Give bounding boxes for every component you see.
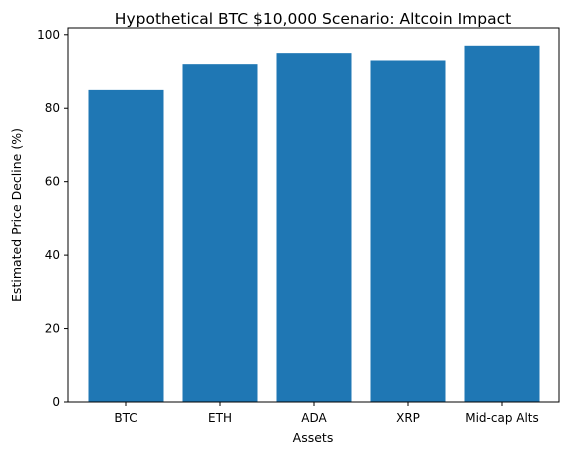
chart-title: Hypothetical BTC $10,000 Scenario: Altco…: [115, 10, 511, 28]
bars-group: [88, 45, 540, 403]
x-tick-label: Mid-cap Alts: [465, 411, 539, 425]
y-tick-label: 80: [45, 101, 60, 115]
y-tick-label: 0: [52, 395, 60, 409]
x-tick-label: BTC: [114, 411, 137, 425]
y-axis-label: Estimated Price Decline (%): [9, 128, 24, 302]
y-tick-label: 40: [45, 248, 60, 262]
bar-mid-cap-alts: [464, 45, 540, 403]
x-tick-label: ADA: [301, 411, 327, 425]
x-ticks-group: BTC ETH ADA XRP Mid-cap Alts: [114, 402, 539, 425]
y-tick-label: 20: [45, 322, 60, 336]
x-tick-label: ETH: [208, 411, 232, 425]
bar-btc: [88, 89, 164, 402]
bar-eth: [182, 64, 258, 402]
x-axis-label: Assets: [293, 430, 334, 445]
y-tick-label: 100: [37, 28, 60, 42]
y-ticks-group: 0 20 40 60 80 100: [37, 28, 68, 409]
x-tick-label: XRP: [396, 411, 420, 425]
bar-ada: [276, 53, 352, 402]
bar-xrp: [370, 60, 446, 402]
y-tick-label: 60: [45, 175, 60, 189]
